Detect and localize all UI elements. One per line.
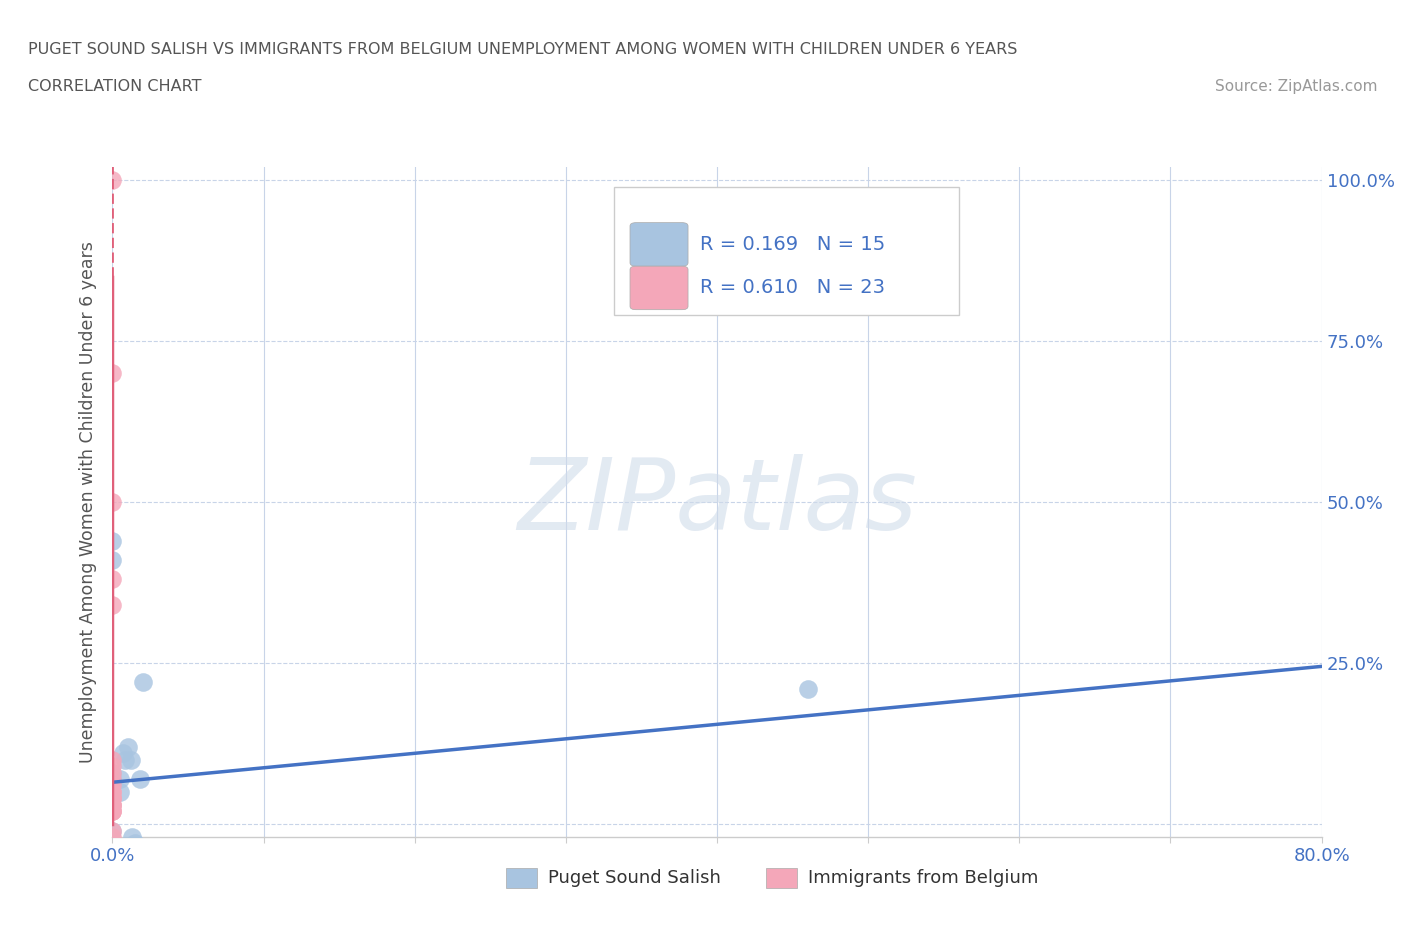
Point xyxy=(101,797,124,812)
Text: R = 0.610   N = 23: R = 0.610 N = 23 xyxy=(700,278,886,298)
Point xyxy=(101,173,124,188)
Point xyxy=(101,830,124,844)
Point xyxy=(120,752,142,767)
Point xyxy=(101,552,124,567)
Point xyxy=(117,739,139,754)
Point xyxy=(101,804,124,818)
Point xyxy=(101,804,124,818)
Text: R = 0.169   N = 15: R = 0.169 N = 15 xyxy=(700,235,886,254)
Point xyxy=(128,772,150,787)
Point xyxy=(796,682,818,697)
Text: Puget Sound Salish: Puget Sound Salish xyxy=(548,869,721,887)
Point xyxy=(101,534,124,549)
Point xyxy=(101,778,124,793)
Point xyxy=(101,765,124,780)
Point xyxy=(101,785,124,800)
Point xyxy=(114,752,136,767)
Point xyxy=(101,752,124,767)
Point xyxy=(101,823,124,838)
Point xyxy=(132,675,155,690)
Point xyxy=(124,836,146,851)
FancyBboxPatch shape xyxy=(630,266,688,310)
Point xyxy=(101,598,124,613)
Point xyxy=(101,823,124,838)
Point xyxy=(101,495,124,510)
Point xyxy=(125,843,148,857)
Point xyxy=(101,572,124,587)
Text: Immigrants from Belgium: Immigrants from Belgium xyxy=(808,869,1039,887)
Point xyxy=(108,785,131,800)
Point xyxy=(108,772,131,787)
Text: PUGET SOUND SALISH VS IMMIGRANTS FROM BELGIUM UNEMPLOYMENT AMONG WOMEN WITH CHIL: PUGET SOUND SALISH VS IMMIGRANTS FROM BE… xyxy=(28,42,1018,57)
Text: ZIPatlas: ZIPatlas xyxy=(517,454,917,551)
Point xyxy=(101,785,124,800)
Y-axis label: Unemployment Among Women with Children Under 6 years: Unemployment Among Women with Children U… xyxy=(79,241,97,764)
Point xyxy=(101,797,124,812)
Point xyxy=(101,765,124,780)
Text: Source: ZipAtlas.com: Source: ZipAtlas.com xyxy=(1215,79,1378,94)
FancyBboxPatch shape xyxy=(630,222,688,266)
FancyBboxPatch shape xyxy=(614,188,959,314)
Point xyxy=(101,790,124,805)
Point xyxy=(121,830,143,844)
Point xyxy=(101,759,124,774)
Text: CORRELATION CHART: CORRELATION CHART xyxy=(28,79,201,94)
Point xyxy=(101,790,124,805)
Point xyxy=(101,778,124,793)
Point xyxy=(101,366,124,381)
Point xyxy=(101,772,124,787)
Point xyxy=(101,790,124,805)
Point xyxy=(101,772,124,787)
Point xyxy=(101,804,124,818)
Point xyxy=(101,797,124,812)
Point xyxy=(112,746,135,761)
